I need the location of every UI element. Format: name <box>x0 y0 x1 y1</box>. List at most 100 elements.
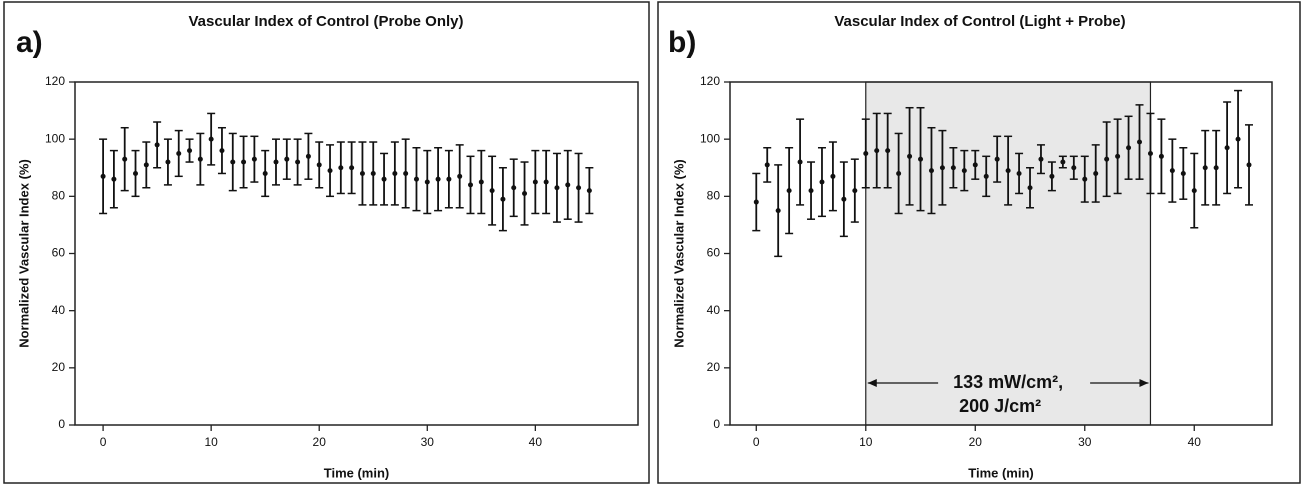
panel-frame <box>657 1 1301 484</box>
x-tick-label: 0 <box>100 435 107 449</box>
error-point <box>1058 155 1067 169</box>
y-tick-label: 20 <box>707 360 721 374</box>
error-point <box>531 149 540 215</box>
point <box>775 208 781 214</box>
point <box>327 168 333 174</box>
point <box>918 156 924 162</box>
error-point <box>1015 152 1024 195</box>
error-point <box>520 161 529 226</box>
x-tick-label: 30 <box>421 435 435 449</box>
error-point <box>1069 155 1078 180</box>
point <box>1016 170 1022 176</box>
y-tick-label: 40 <box>52 303 66 317</box>
point <box>1235 136 1241 142</box>
error-point <box>380 152 389 206</box>
error-point <box>1135 104 1144 180</box>
y-tick-label: 80 <box>707 189 721 203</box>
annotation: 200 J/cm² <box>959 396 1041 416</box>
point <box>830 173 836 179</box>
error-point <box>960 149 969 192</box>
point <box>435 176 441 182</box>
x-axis-label: Time (min) <box>324 465 390 480</box>
point <box>208 136 214 142</box>
point <box>896 170 902 176</box>
y-tick-label: 60 <box>52 246 66 260</box>
point <box>1147 150 1153 156</box>
error-point <box>131 149 140 198</box>
y-tick-label: 100 <box>700 131 720 145</box>
error-point <box>938 129 947 206</box>
error-point <box>401 138 410 209</box>
error-point <box>916 106 925 212</box>
point <box>219 148 225 154</box>
error-point <box>971 149 980 180</box>
x-tick-label: 20 <box>313 435 327 449</box>
point <box>576 185 582 191</box>
point <box>154 142 160 148</box>
error-point <box>1223 101 1232 195</box>
point <box>316 162 322 168</box>
point <box>1180 170 1186 176</box>
point <box>994 156 1000 162</box>
x-tick-label: 20 <box>969 435 983 449</box>
error-point <box>174 129 183 178</box>
point <box>961 168 967 174</box>
error-point <box>304 132 313 180</box>
point <box>852 188 858 194</box>
point <box>359 170 365 176</box>
point <box>841 196 847 202</box>
point <box>446 176 452 182</box>
error-point <box>228 132 237 192</box>
point <box>1005 168 1011 174</box>
error-point <box>120 126 129 192</box>
error-point <box>239 135 248 189</box>
error-point <box>293 138 302 186</box>
point <box>122 156 128 162</box>
error-point <box>850 158 859 223</box>
error-point <box>563 149 572 220</box>
error-point <box>1004 135 1013 206</box>
point <box>764 162 770 168</box>
point <box>262 170 268 176</box>
point <box>241 159 247 165</box>
error-point <box>434 146 443 212</box>
y-tick-label: 20 <box>52 360 66 374</box>
error-point <box>412 146 421 212</box>
point <box>928 168 934 174</box>
error-point <box>1201 129 1210 206</box>
error-point <box>196 132 205 186</box>
point <box>100 173 106 179</box>
error-point <box>1026 167 1035 209</box>
point <box>1027 185 1033 191</box>
y-tick-label: 120 <box>700 74 720 88</box>
error-point <box>927 126 936 215</box>
x-tick-label: 30 <box>1078 435 1092 449</box>
point <box>950 165 956 171</box>
error-point <box>153 121 162 169</box>
error-point <box>1047 161 1056 192</box>
point <box>500 196 506 202</box>
y-tick-label: 40 <box>707 303 721 317</box>
error-point <box>1036 144 1045 175</box>
error-point <box>207 112 216 166</box>
point <box>1115 153 1121 159</box>
error-point <box>185 138 194 163</box>
panel-label: b) <box>668 26 696 59</box>
point <box>284 156 290 162</box>
error-point <box>444 149 453 209</box>
point <box>403 170 409 176</box>
point <box>176 150 182 156</box>
point <box>1246 162 1252 168</box>
panel-label: a) <box>16 26 43 59</box>
point <box>808 188 814 194</box>
error-point <box>466 155 475 215</box>
annotation: 133 mW/cm², <box>953 372 1063 392</box>
point <box>532 179 538 185</box>
point <box>111 176 117 182</box>
error-point <box>250 135 259 183</box>
error-point <box>282 138 291 180</box>
point <box>983 173 989 179</box>
point <box>907 153 913 159</box>
error-point <box>861 118 870 189</box>
point <box>392 170 398 176</box>
